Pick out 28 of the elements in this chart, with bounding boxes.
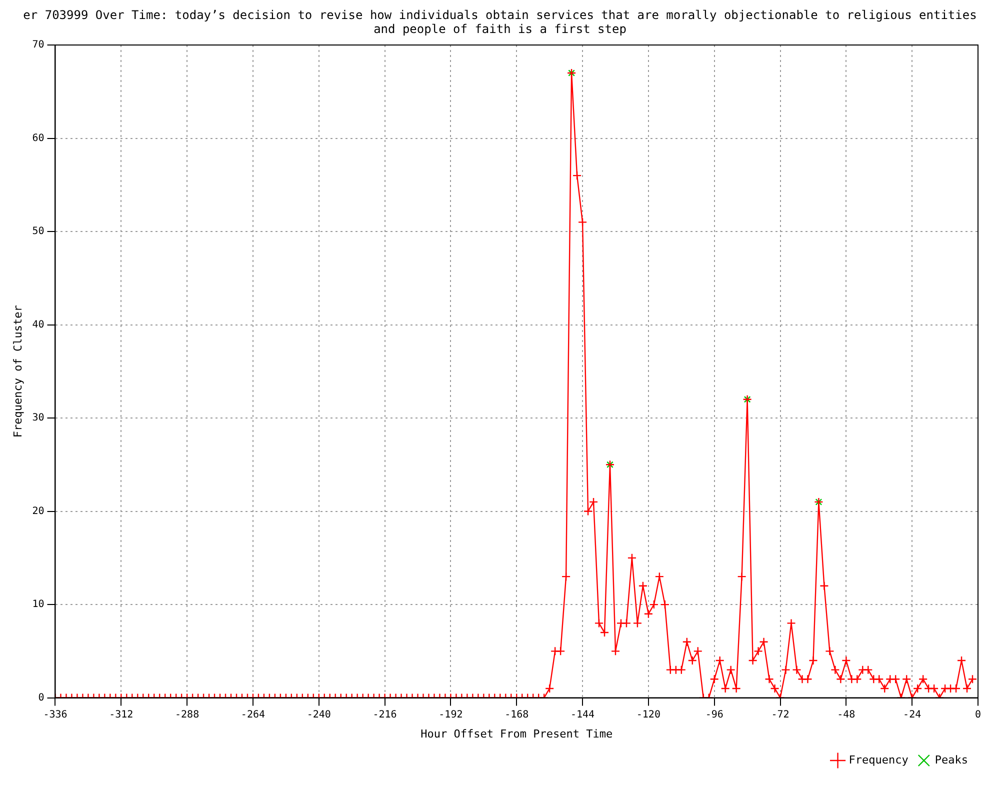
x-tick-label: -120 <box>636 709 660 720</box>
y-axis-title: Frequency of Cluster <box>11 304 24 438</box>
y-tick-label: 70 <box>32 40 44 51</box>
x-tick-label: -288 <box>175 709 200 720</box>
x-tick-label: 0 <box>974 709 982 720</box>
x-tick-label: -216 <box>372 709 397 720</box>
y-tick-label: 0 <box>38 692 44 704</box>
x-tick-label: -48 <box>837 709 856 720</box>
legend-label: Peaks <box>934 753 968 766</box>
x-tick-label: -96 <box>705 709 724 720</box>
x-axis-title: Hour Offset From Present Time <box>420 727 613 740</box>
x-tick-label: -336 <box>43 709 68 720</box>
x-tick-label: -168 <box>504 709 529 720</box>
x-tick-label: -72 <box>771 709 790 720</box>
y-tick-label: 30 <box>32 412 44 424</box>
y-tick-label: 40 <box>32 319 44 330</box>
x-tick-label: -312 <box>109 709 134 720</box>
y-tick-label: 50 <box>32 226 44 238</box>
y-tick-label: 60 <box>32 132 44 144</box>
legend-label: Frequency <box>848 753 909 766</box>
y-tick-label: 20 <box>32 506 44 517</box>
x-tick-label: -240 <box>306 709 331 720</box>
y-tick-label: 10 <box>32 599 44 610</box>
chart-title: er 703999 Over Time: today’s decision to revise how individuals obtain services that are morally objectionable to religious entities and people of faith is a first step <box>22 8 978 36</box>
x-tick-label: -24 <box>903 709 922 720</box>
x-tick-label: -144 <box>570 709 595 720</box>
x-tick-label: -264 <box>240 709 266 720</box>
x-tick-label: -192 <box>438 709 463 720</box>
